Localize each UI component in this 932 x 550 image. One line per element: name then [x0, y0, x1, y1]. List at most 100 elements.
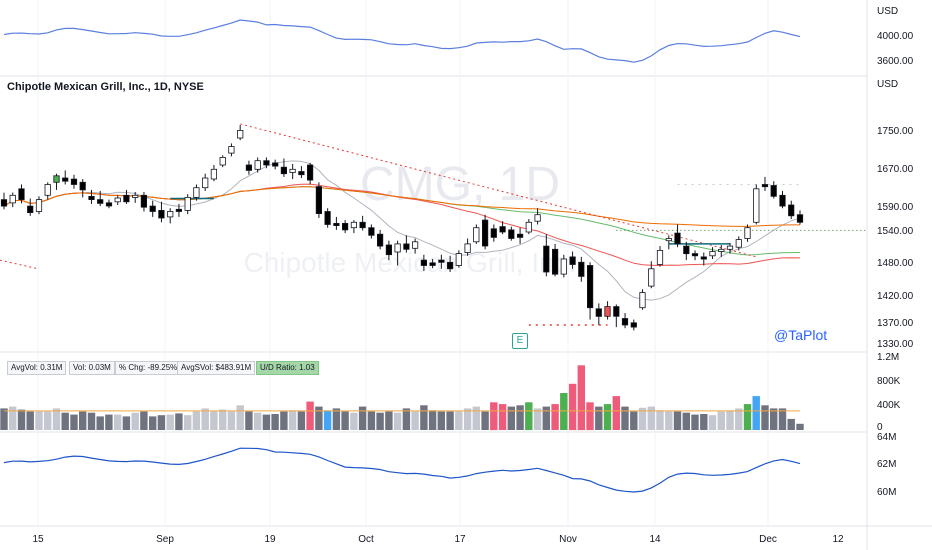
candlesticks	[0, 125, 804, 331]
candle-up	[167, 211, 174, 218]
volume-bar	[140, 411, 148, 430]
candle-up	[44, 184, 51, 196]
volume-bar	[665, 411, 673, 430]
candle-down	[376, 233, 384, 247]
candle-down	[613, 306, 620, 317]
candle-down	[315, 186, 323, 215]
candle-up	[718, 248, 725, 252]
relative-strength-line	[3, 19, 801, 63]
volume-bar	[437, 411, 445, 430]
volume-bar	[691, 414, 699, 430]
author-tagline: @TaPlot	[774, 327, 828, 343]
earnings-badge[interactable]: E	[512, 333, 528, 349]
time-tick: Nov	[559, 534, 577, 545]
volume-bar	[367, 411, 376, 430]
volume-bar	[787, 418, 795, 430]
candle-down	[140, 194, 147, 208]
volume-bar	[9, 406, 17, 430]
volume-bar	[79, 411, 87, 430]
candle-down	[333, 222, 340, 226]
volume-bar	[498, 404, 507, 430]
main-currency-label: USD	[877, 79, 898, 90]
volume-bar	[595, 406, 603, 430]
candle-up	[228, 146, 235, 154]
bottom-axis-tick: 64M	[877, 432, 896, 443]
volume-bar	[463, 408, 472, 430]
volume-bar	[560, 393, 568, 430]
price-tick: 1370.00	[877, 318, 914, 329]
candle-down	[324, 211, 331, 225]
candle-down	[27, 205, 34, 214]
candle-down	[508, 229, 515, 239]
candle-down	[88, 195, 95, 200]
time-tick: 17	[454, 534, 466, 545]
candle-up	[464, 243, 471, 253]
volume-bar	[245, 411, 253, 430]
candle-up	[753, 188, 760, 223]
volume-bar	[402, 408, 411, 430]
watermark-name: Chipotle Mexican Grill, Inc.	[243, 247, 576, 278]
volume-bar	[376, 412, 384, 430]
stat-volume: Vol: 0.03M	[69, 361, 115, 375]
volume-tick: 1.2M	[877, 352, 899, 363]
moving-average-short	[3, 160, 801, 301]
chart-title: Chipotle Mexican Grill, Inc., 1D, NYSE	[7, 81, 204, 93]
volume-bar	[219, 409, 227, 430]
candle-down	[595, 308, 602, 317]
price-tick: 1750.00	[877, 126, 914, 137]
upper-currency-label: USD	[877, 6, 898, 17]
candle-down	[761, 184, 769, 188]
candle-up	[560, 258, 567, 275]
stat-avg-dollar-volume: AvgSVol: $483.91M	[177, 361, 256, 375]
candle-up	[9, 194, 16, 204]
volume-bar	[149, 416, 157, 430]
candle-down	[280, 166, 288, 175]
candle-up	[237, 129, 244, 139]
candle-up	[744, 227, 751, 239]
candle-down	[79, 181, 86, 191]
candle-down	[18, 188, 25, 201]
volume-bar	[525, 402, 533, 431]
candle-down	[683, 245, 690, 255]
volume-bar	[393, 412, 402, 430]
candle-up	[648, 268, 655, 287]
candle-up	[289, 168, 296, 173]
candle-down	[587, 265, 594, 309]
candle-down	[438, 259, 445, 263]
candle-up	[665, 238, 672, 242]
candle-up	[534, 214, 541, 222]
price-tick: 1330.00	[877, 339, 914, 350]
candle-down	[481, 219, 489, 247]
candle-down	[796, 214, 804, 223]
candle-up	[202, 177, 209, 189]
candle-up	[735, 239, 742, 248]
volume-bar	[35, 411, 43, 430]
volume-tick: 800K	[877, 376, 901, 387]
volume-bars	[0, 365, 804, 431]
volume-bar	[52, 408, 61, 430]
volume-bar	[236, 405, 244, 430]
stat-percent-change: % Chg: -89.25%	[115, 361, 182, 375]
price-tick: 1420.00	[877, 291, 914, 302]
volume-bar	[752, 396, 760, 430]
candle-up	[639, 292, 646, 309]
candle-down	[70, 178, 78, 185]
time-tick: 12	[832, 534, 844, 545]
volume-bar	[507, 406, 515, 430]
candle-down	[245, 164, 252, 171]
volume-bar	[306, 401, 314, 430]
volume-bar	[638, 407, 647, 430]
volume-bar	[516, 405, 524, 430]
volume-bar	[472, 406, 480, 430]
volume-bar	[17, 409, 26, 430]
volume-bar	[647, 406, 655, 430]
candle-down	[779, 194, 786, 207]
volume-tick: 400K	[877, 400, 901, 411]
volume-bar	[184, 415, 192, 430]
candle-down	[298, 171, 305, 176]
bottom-axis-tick: 60M	[877, 487, 896, 498]
volume-bar	[778, 408, 787, 430]
candle-up	[473, 227, 480, 243]
volume-bar	[743, 404, 752, 430]
